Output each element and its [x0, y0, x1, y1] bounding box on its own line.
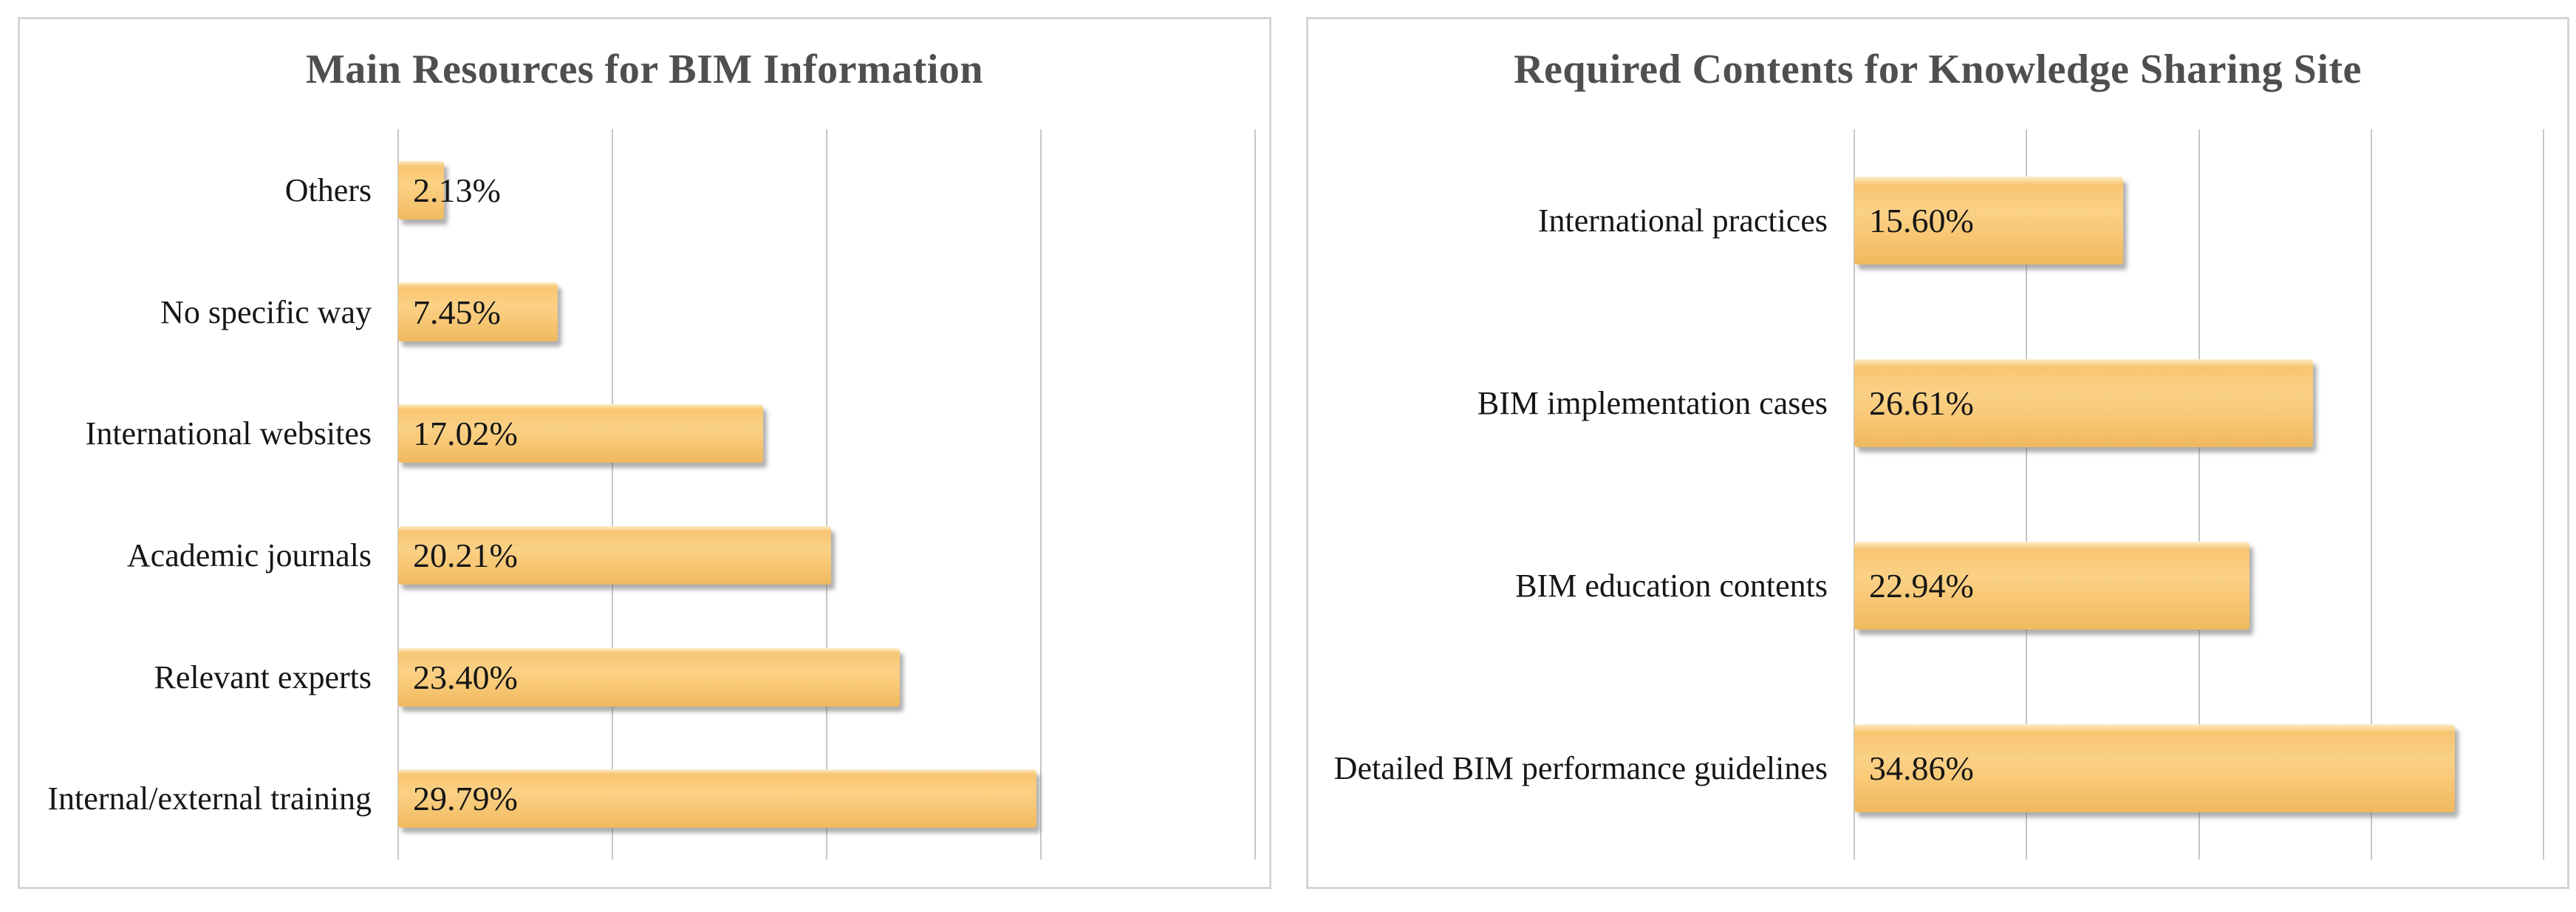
bar: 23.40% — [398, 647, 900, 707]
bar: 17.02% — [398, 404, 763, 463]
bar-value-label: 26.61% — [1869, 384, 1974, 422]
bar: 22.94% — [1854, 542, 2250, 630]
bar-value-label: 2.13% — [413, 171, 501, 209]
bar-row: 23.40% — [398, 616, 1255, 738]
bar-value-label: 17.02% — [413, 415, 518, 453]
chart-title: Required Contents for Knowledge Sharing … — [1514, 47, 2362, 92]
bar: 20.21% — [398, 525, 832, 585]
gridline — [1040, 129, 1042, 860]
gridline — [2026, 129, 2028, 860]
category-label: International practices — [1537, 203, 1828, 239]
category-label: BIM implementation cases — [1477, 385, 1828, 421]
bar-value-label: 34.86% — [1869, 749, 1974, 787]
plot-area: 15.60% 26.61% 22.94% 34.86% — [1854, 129, 2544, 860]
bar-value-label: 22.94% — [1869, 566, 1974, 605]
bar-row: 20.21% — [398, 494, 1255, 616]
bar-row: 2.13% — [398, 129, 1255, 251]
category-label: Relevant experts — [154, 659, 372, 695]
bar-row: 34.86% — [1854, 677, 2543, 860]
gridline — [2543, 129, 2544, 860]
category-axis: Others No specific way International websi… — [20, 129, 372, 860]
bar-row: 26.61% — [1854, 312, 2543, 494]
bar-row: 7.45% — [398, 251, 1255, 373]
bar: 29.79% — [398, 769, 1036, 828]
chart-panel-knowledge-sharing: Required Contents for Knowledge Sharing … — [1306, 17, 2569, 889]
bar-value-label: 15.60% — [1869, 201, 1974, 239]
gridline — [1854, 129, 1855, 860]
category-label: No specific way — [160, 293, 372, 330]
category-label: Detailed BIM performance guidelines — [1333, 750, 1828, 786]
bar: 34.86% — [1854, 724, 2456, 812]
bar-rows: 2.13% 7.45% 17.02% 20.21% 23.40% 29.79% — [398, 129, 1255, 860]
bar-row: 17.02% — [398, 372, 1255, 494]
category-label: International websites — [85, 415, 372, 452]
gridline — [397, 129, 399, 860]
category-label: Academic journals — [126, 537, 372, 574]
bar: 2.13% — [398, 160, 501, 220]
gridline — [826, 129, 827, 860]
bar-rows: 15.60% 26.61% 22.94% 34.86% — [1854, 129, 2543, 860]
category-label: Others — [284, 171, 372, 208]
bar-value-label: 7.45% — [413, 293, 501, 331]
bar-value-label: 23.40% — [413, 658, 518, 696]
gridline — [612, 129, 613, 860]
category-axis: International practices BIM implementatio… — [1308, 129, 1828, 860]
chart-title: Main Resources for BIM Information — [305, 47, 984, 92]
category-label: Internal/external training — [47, 780, 372, 817]
chart-panel-bim-resources: Main Resources for BIM Information Other… — [18, 17, 1271, 889]
bar: 15.60% — [1854, 177, 2123, 265]
category-label: BIM education contents — [1515, 568, 1828, 604]
plot-area: 2.13% 7.45% 17.02% 20.21% 23.40% 29.79% — [397, 129, 1256, 860]
bar-row: 29.79% — [398, 738, 1255, 860]
bar-value-label: 20.21% — [413, 536, 518, 574]
gridline — [1254, 129, 1256, 860]
bar: 26.61% — [1854, 359, 2313, 447]
bar: 7.45% — [398, 282, 558, 341]
bar-row: 15.60% — [1854, 129, 2543, 312]
gridline — [2198, 129, 2200, 860]
bar-row: 22.94% — [1854, 494, 2543, 677]
gridline — [2370, 129, 2372, 860]
bar-value-label: 29.79% — [413, 780, 518, 818]
